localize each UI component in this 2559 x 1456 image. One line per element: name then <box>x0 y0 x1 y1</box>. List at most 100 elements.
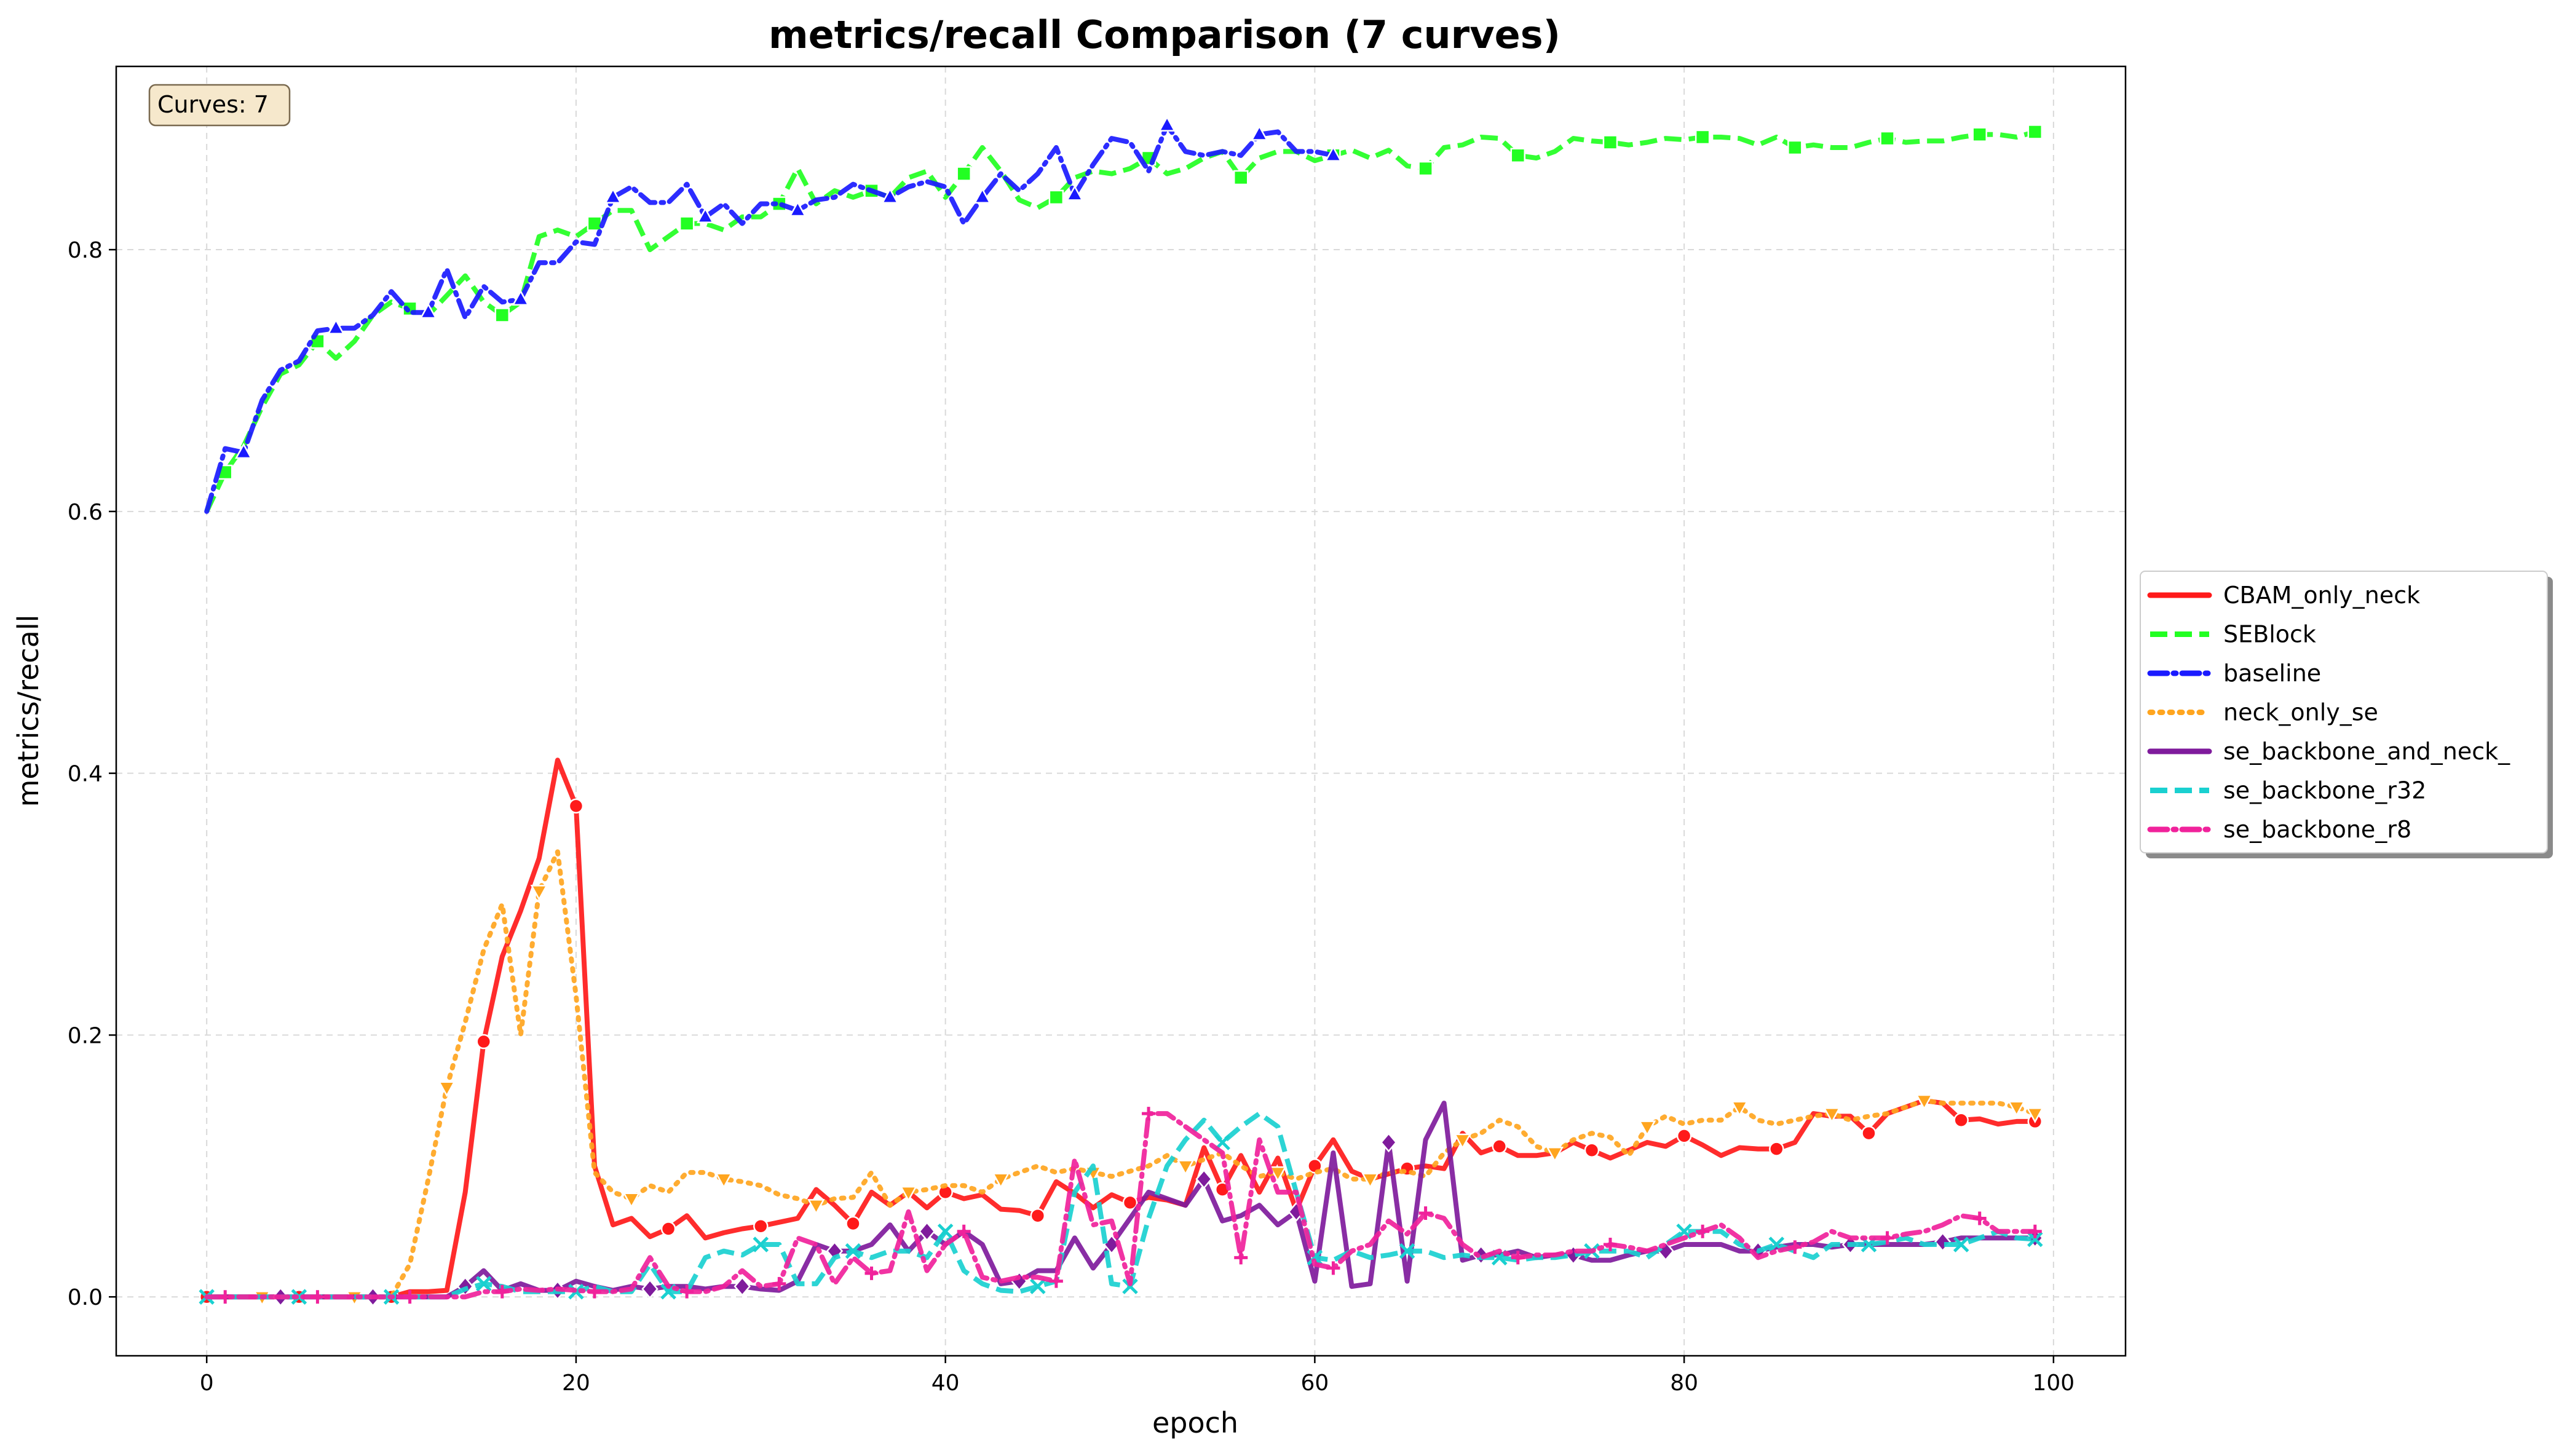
se-backbone-r8-marker <box>1511 1251 1525 1265</box>
cbam-only-neck-marker <box>1584 1142 1600 1158</box>
x-tick-label: 100 <box>2032 1371 2074 1396</box>
baseline-marker <box>604 188 622 204</box>
neck-only-se-marker <box>622 1192 641 1209</box>
legend-label: se_backbone_r32 <box>2223 777 2426 804</box>
se-backbone-r32-marker <box>1122 1278 1138 1294</box>
y-tick-label: 0.4 <box>68 762 103 787</box>
x-axis-label: epoch <box>1152 1406 1238 1439</box>
series-se-backbone-r8 <box>204 1107 2042 1304</box>
se-backbone-r8-marker <box>1603 1238 1617 1252</box>
baseline-marker <box>1251 124 1268 141</box>
se-backbone-r8-marker <box>957 1224 971 1238</box>
curves-annotation: Curves: 7 <box>148 84 291 127</box>
neck-only-se-marker <box>1454 1133 1471 1150</box>
se-backbone-and-neck-marker <box>1195 1169 1212 1189</box>
se-backbone-and-neck-marker <box>641 1279 659 1299</box>
se-backbone-r8-marker <box>1142 1107 1156 1121</box>
baseline-marker <box>881 188 899 204</box>
se-backbone-r8-marker <box>1418 1206 1433 1220</box>
se-backbone-r8-marker <box>1326 1261 1340 1275</box>
cbam-only-neck-marker <box>1492 1139 1508 1154</box>
se-backbone-r32-marker <box>291 1289 307 1305</box>
x-tick-label: 40 <box>931 1371 960 1396</box>
annotation-text: Curves: 7 <box>157 91 269 118</box>
se-backbone-r32-marker <box>1399 1243 1415 1259</box>
baseline-marker <box>235 443 253 459</box>
legend-item-se-backbone-r8: se_backbone_r8 <box>2147 816 2411 843</box>
neck-only-se-marker <box>1823 1107 1841 1123</box>
cbam-only-neck-marker <box>1861 1125 1877 1141</box>
neck-only-se-marker <box>900 1185 917 1202</box>
series-line-cbam-only-neck <box>204 758 2038 1300</box>
se-backbone-r32-marker <box>937 1223 954 1240</box>
seblock-marker <box>956 166 971 181</box>
neck-only-se-marker <box>714 1173 733 1189</box>
baseline-marker <box>419 303 437 319</box>
series-layer <box>199 116 2044 1307</box>
seblock-marker <box>2027 124 2043 140</box>
neck-only-se-marker <box>992 1173 1010 1189</box>
se-backbone-r8-marker <box>864 1266 879 1280</box>
grid <box>116 66 2126 1356</box>
plot-frame <box>115 65 2127 1357</box>
seblock-marker <box>494 307 510 323</box>
se-backbone-r32-marker <box>845 1243 861 1259</box>
legend-label: neck_only_se <box>2223 699 2378 726</box>
seblock-marker <box>1972 127 1987 142</box>
se-backbone-r8-marker <box>680 1284 694 1299</box>
se-backbone-r32-marker <box>1676 1223 1692 1240</box>
x-tick-label: 0 <box>200 1371 214 1396</box>
se-backbone-r32-marker <box>2027 1231 2043 1248</box>
neck-only-se-marker <box>1915 1094 1933 1110</box>
chart-title: metrics/recall Comparison (7 curves) <box>769 12 1560 57</box>
legend-label: CBAM_only_neck <box>2223 582 2420 609</box>
seblock-marker <box>1787 140 1803 156</box>
se-backbone-r8-marker <box>1972 1211 1987 1225</box>
seblock-marker <box>587 216 603 231</box>
cbam-only-neck-marker <box>1030 1208 1046 1224</box>
baseline-marker <box>1324 145 1342 162</box>
se-backbone-and-neck-marker <box>918 1221 936 1241</box>
legend-item-se-backbone-and-neck: se_backbone_and_neck_ <box>2147 738 2510 765</box>
baseline-marker <box>696 207 714 223</box>
se-backbone-r8-marker <box>2028 1224 2042 1238</box>
series-seblock <box>204 124 2043 513</box>
legend-label: SEBlock <box>2223 621 2316 648</box>
se-backbone-r8-marker <box>1880 1231 1894 1245</box>
baseline-marker <box>1158 116 1176 132</box>
legend-item-baseline: baseline <box>2147 660 2321 687</box>
neck-only-se-marker <box>1176 1160 1195 1176</box>
se-backbone-r32-marker <box>1030 1278 1046 1294</box>
series-line-se-backbone-r8 <box>204 1111 2038 1300</box>
y-axis-label: metrics/recall <box>12 615 45 807</box>
cbam-only-neck-marker <box>1769 1141 1784 1157</box>
neck-only-se-marker <box>2007 1101 2025 1117</box>
neck-only-se-marker <box>2026 1107 2044 1123</box>
y-tick-label: 0.2 <box>68 1023 103 1048</box>
seblock-marker <box>679 216 695 231</box>
neck-only-se-marker <box>807 1199 825 1215</box>
series-line-baseline <box>204 122 1336 514</box>
series-line-neck-only-se <box>204 849 2038 1300</box>
neck-only-se-marker <box>1546 1146 1564 1163</box>
cbam-only-neck-marker <box>1953 1112 1969 1128</box>
cbam-only-neck-marker <box>1122 1195 1138 1211</box>
seblock-marker <box>1418 160 1433 176</box>
se-backbone-and-neck-marker <box>1380 1132 1398 1153</box>
y-tick-label: 0.0 <box>68 1285 103 1310</box>
se-backbone-r8-marker <box>1788 1240 1802 1254</box>
seblock-marker <box>1695 129 1711 145</box>
se-backbone-r8-marker <box>1234 1251 1248 1265</box>
baseline-marker <box>512 290 530 306</box>
se-backbone-r32-marker <box>753 1236 769 1252</box>
se-backbone-r8-marker <box>403 1290 417 1304</box>
se-backbone-r8-marker <box>218 1290 232 1304</box>
se-backbone-r8-marker <box>495 1284 509 1299</box>
neck-only-se-marker <box>438 1081 456 1098</box>
y-tick-label: 0.6 <box>68 500 103 525</box>
baseline-marker <box>973 188 991 204</box>
legend-label: baseline <box>2223 660 2321 687</box>
cbam-only-neck-marker <box>660 1221 676 1236</box>
se-backbone-r32-marker <box>475 1276 492 1292</box>
